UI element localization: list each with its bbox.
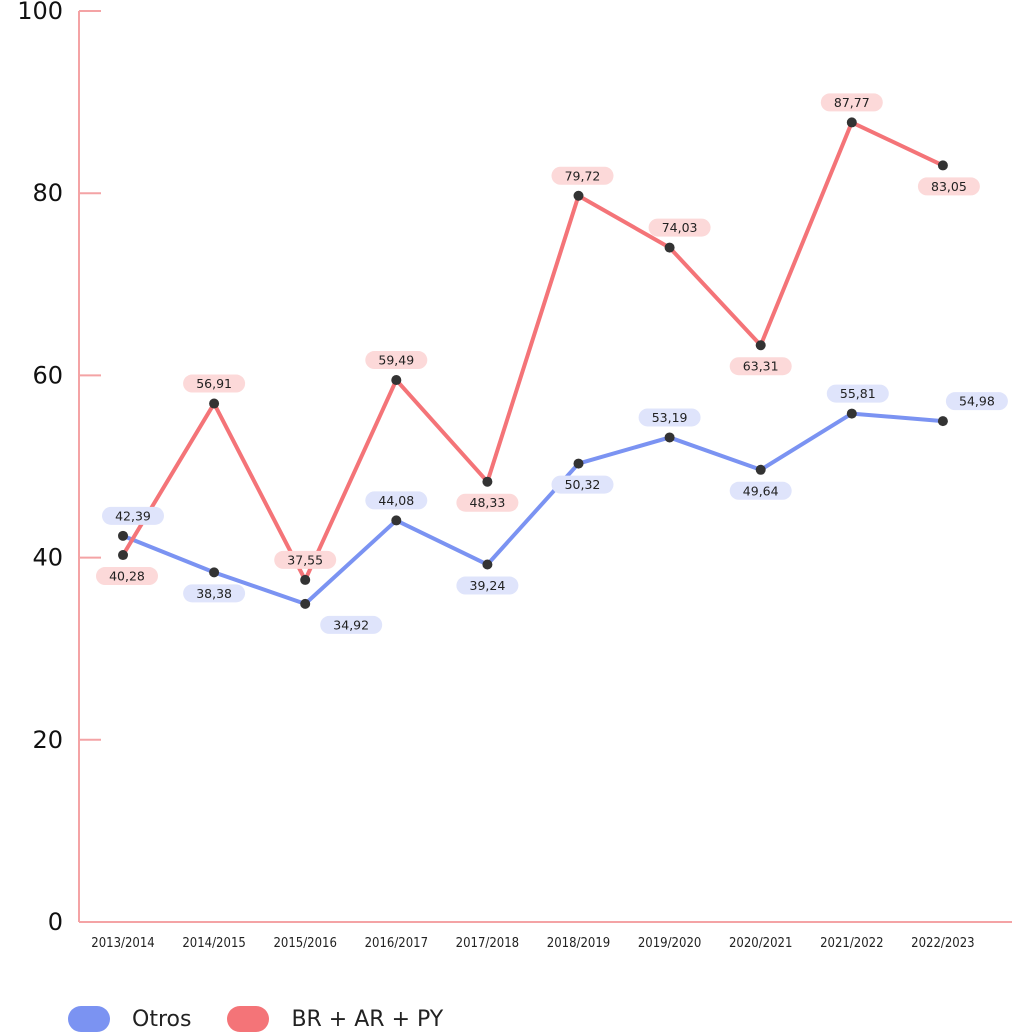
data-label-bg (456, 576, 519, 595)
legend: Otros BR + AR + PY (68, 1004, 479, 1034)
data-label: 44,08 (378, 493, 414, 508)
x-tick-label: 2014/2015 (182, 936, 245, 951)
data-point (209, 398, 220, 409)
legend-item-otros[interactable]: Otros (68, 1006, 191, 1032)
data-label: 37,55 (287, 552, 323, 567)
data-label-bg (917, 177, 980, 196)
data-point (755, 340, 766, 351)
data-label: 55,81 (840, 386, 876, 401)
data-label: 79,72 (565, 168, 601, 183)
data-label: 38,38 (196, 586, 232, 601)
data-point (664, 242, 675, 253)
data-label-bg (102, 506, 164, 525)
data-label-bg (183, 584, 246, 603)
data-label-bg (820, 93, 883, 112)
data-point (573, 190, 584, 201)
data-label-bg (648, 218, 711, 237)
series-line (121, 411, 945, 606)
x-tick-label: 2013/2014 (91, 936, 154, 951)
data-label: 39,24 (470, 578, 506, 593)
legend-label-br-ar-py: BR + AR + PY (291, 1006, 444, 1032)
data-label-bg (551, 475, 614, 494)
data-point (118, 530, 128, 541)
data-point (755, 464, 766, 475)
data-label: 56,91 (196, 376, 232, 391)
x-tick-label: 2016/2017 (365, 936, 428, 951)
data-label-bg (729, 481, 792, 500)
data-label-bg (320, 615, 383, 634)
x-tick-label: 2019/2020 (638, 936, 701, 951)
data-label-bg (826, 384, 889, 403)
data-label: 74,03 (662, 220, 698, 235)
x-tick-label: 2020/2021 (729, 936, 792, 951)
data-point (482, 559, 493, 570)
data-label-bg (365, 491, 428, 510)
data-label: 87,77 (834, 95, 870, 110)
data-point (300, 574, 311, 585)
data-point (391, 375, 402, 386)
y-tick-label: 20 (32, 726, 63, 754)
legend-swatch-otros (68, 1006, 110, 1032)
x-tick-label: 2017/2018 (456, 936, 519, 951)
data-label: 34,92 (333, 617, 369, 632)
data-point (118, 550, 128, 561)
data-point (391, 515, 402, 526)
data-label: 49,64 (743, 483, 779, 498)
data-label: 63,31 (743, 359, 779, 374)
x-tick-label: 2021/2022 (820, 936, 883, 951)
data-point (573, 458, 584, 469)
data-point (846, 408, 857, 419)
data-label-bg (183, 374, 246, 393)
data-label-bg (365, 351, 428, 370)
data-label: 53,19 (652, 410, 688, 425)
x-tick-label: 2018/2019 (547, 936, 610, 951)
data-label: 50,32 (565, 477, 601, 492)
data-label-bg (729, 357, 792, 376)
data-label: 54,98 (959, 394, 995, 409)
data-point (664, 432, 675, 443)
data-point (300, 598, 311, 609)
legend-swatch-br-ar-py (227, 1006, 270, 1032)
legend-label-otros: Otros (132, 1006, 192, 1032)
data-label-bg (638, 408, 701, 427)
data-label-bg (274, 550, 337, 569)
data-label: 59,49 (378, 353, 414, 368)
data-label-bg (945, 392, 1008, 411)
y-tick-label: 80 (32, 179, 63, 207)
y-tick-label: 60 (32, 361, 63, 389)
data-point (482, 476, 493, 487)
data-label: 40,28 (109, 569, 145, 584)
data-label-bg (551, 166, 614, 185)
x-tick-label: 2015/2016 (273, 936, 336, 951)
data-point (846, 117, 857, 128)
x-tick-label: 2022/2023 (911, 936, 974, 951)
series-line (121, 120, 945, 582)
data-point (209, 567, 220, 578)
data-label-bg (456, 493, 519, 512)
data-point (937, 416, 948, 427)
line-chart: 0 20 40 60 80 100 2013/2014 2014/2015 2015/2016 2… (17, 0, 1012, 951)
y-tick-label: 100 (17, 0, 63, 25)
y-tick-label: 40 (32, 544, 63, 572)
data-label: 83,05 (931, 179, 967, 194)
data-label-bg (96, 567, 158, 586)
data-label: 42,39 (115, 508, 151, 523)
data-label: 48,33 (470, 495, 506, 510)
data-point (937, 160, 948, 171)
legend-item-br-ar-py[interactable]: BR + AR + PY (227, 1006, 443, 1032)
y-tick-label: 0 (48, 908, 63, 936)
